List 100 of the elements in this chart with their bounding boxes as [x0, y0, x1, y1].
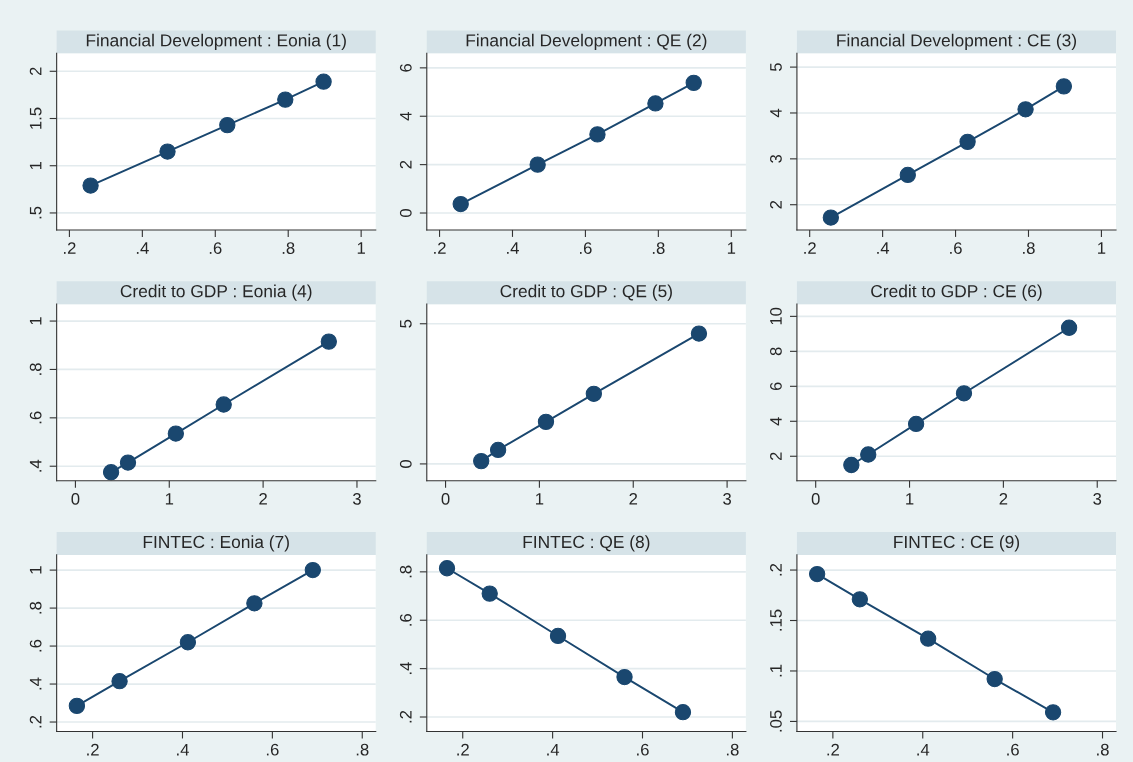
chart-title: Financial Development : CE (3)	[837, 33, 1077, 50]
point	[489, 441, 507, 459]
x-tick-label: .8	[356, 743, 369, 756]
x-tick-label: 0	[811, 492, 820, 505]
point	[959, 133, 976, 151]
point	[481, 585, 498, 602]
x-tick-label: .6	[209, 242, 222, 254]
point	[159, 143, 176, 160]
y-tick-label: 1.5	[29, 107, 42, 129]
y-tick-label: .05	[770, 710, 782, 732]
point	[685, 74, 702, 92]
y-tick-label: 4	[770, 108, 782, 118]
point	[179, 634, 197, 651]
point	[219, 116, 236, 134]
point	[246, 595, 263, 612]
y-tick-label: .4	[29, 459, 42, 472]
point	[438, 560, 456, 577]
point	[674, 704, 692, 721]
x-tick-label: .2	[434, 242, 446, 254]
y-tick-label: .15	[770, 609, 782, 631]
y-tick-label: .4	[400, 662, 412, 675]
point	[860, 446, 877, 463]
y-tick-label: .2	[770, 563, 782, 576]
x-tick-label: .4	[917, 743, 930, 756]
point	[585, 385, 602, 402]
y-tick-label: 10	[770, 307, 782, 325]
y-tick-label: .5	[29, 206, 42, 219]
x-tick-label: .2	[457, 743, 469, 756]
y-tick-label: 5	[400, 319, 412, 328]
x-tick-label: .2	[804, 242, 816, 254]
x-tick-label: .8	[1023, 242, 1035, 254]
y-tick-label: 6	[770, 382, 782, 391]
x-tick-label: 1	[536, 493, 544, 505]
point	[808, 565, 826, 583]
y-tick-label: 6	[399, 63, 412, 72]
x-tick-label: 1	[165, 493, 174, 505]
point	[111, 673, 128, 690]
y-tick-label: .8	[29, 601, 42, 614]
point	[304, 561, 321, 579]
y-tick-label: .2	[399, 710, 412, 723]
point	[907, 415, 925, 433]
point	[537, 413, 555, 431]
x-tick-label: 3	[1093, 492, 1102, 505]
y-tick-label: 1	[29, 566, 42, 574]
x-tick-label: .4	[547, 743, 560, 756]
x-tick-label: .6	[950, 242, 962, 254]
point	[1017, 101, 1034, 118]
point	[82, 177, 99, 194]
x-tick-label: 3	[723, 492, 731, 505]
y-tick-label: 2	[770, 200, 782, 209]
x-tick-label: 0	[441, 492, 450, 505]
chart-title: Financial Development : Eonia (1)	[86, 33, 346, 50]
point	[167, 425, 184, 442]
y-tick-label: 2	[770, 452, 782, 461]
y-tick-label: 4	[770, 417, 782, 426]
x-tick-label: 1	[906, 493, 914, 505]
x-tick-label: .6	[637, 743, 649, 756]
point	[102, 464, 120, 481]
x-tick-label: 2	[999, 492, 1008, 505]
point	[899, 166, 916, 184]
point	[320, 333, 337, 350]
y-tick-label: 2	[29, 67, 42, 76]
point	[68, 697, 86, 715]
y-tick-label: 3	[770, 154, 782, 163]
point	[473, 452, 490, 470]
x-tick-label: .8	[1097, 743, 1109, 756]
point	[119, 454, 137, 471]
point	[1044, 704, 1062, 721]
y-tick-label: .6	[29, 411, 42, 424]
point	[529, 156, 546, 173]
y-tick-label: 4	[400, 112, 412, 121]
point	[986, 670, 1003, 688]
y-tick-label: 0	[399, 209, 412, 217]
point	[215, 396, 232, 413]
y-tick-label: .8	[399, 565, 412, 578]
point	[647, 95, 664, 112]
chart-title: Financial Development : QE (2)	[466, 33, 707, 50]
x-tick-label: .2	[87, 743, 99, 756]
x-tick-label: 2	[629, 492, 638, 505]
x-tick-label: 3	[352, 492, 361, 505]
point	[1055, 78, 1073, 95]
x-tick-label: .8	[652, 242, 665, 254]
y-tick-label: 1	[29, 161, 42, 170]
x-tick-label: .6	[1007, 743, 1019, 756]
point	[277, 91, 294, 108]
point	[843, 456, 860, 474]
point	[1060, 319, 1078, 336]
chart-title: FINTEC : CE (9)	[894, 535, 1020, 552]
y-tick-label: .8	[29, 363, 42, 375]
y-tick-label: 5	[770, 63, 782, 72]
x-tick-label: .4	[136, 242, 149, 254]
x-tick-label: 1	[1098, 242, 1106, 254]
chart-title: FINTEC : Eonia (7)	[143, 535, 289, 552]
x-tick-label: .4	[507, 242, 519, 254]
y-tick-label: .6	[399, 614, 412, 626]
chart-title: FINTEC : QE (8)	[523, 535, 650, 552]
y-tick-label: 1	[29, 317, 42, 325]
x-tick-label: 0	[71, 492, 80, 505]
x-tick-label: .2	[827, 743, 839, 756]
y-tick-label: .6	[29, 639, 42, 652]
